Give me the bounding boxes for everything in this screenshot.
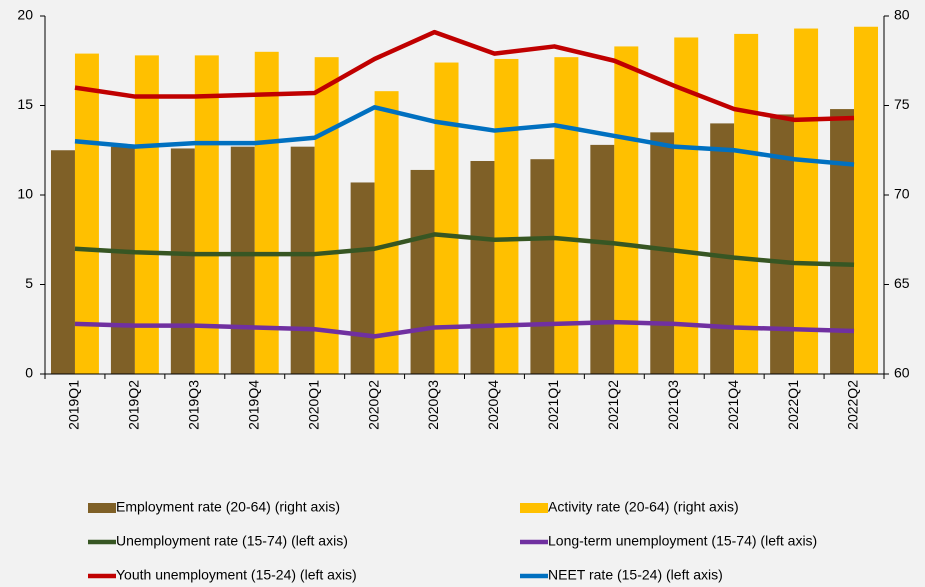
bar <box>470 160 495 374</box>
bar <box>74 53 99 375</box>
x-tick-label: 2021Q1 <box>545 380 561 430</box>
x-tick-label: 2019Q4 <box>245 380 261 430</box>
line-series <box>74 29 855 123</box>
x-tick-label: 2019Q3 <box>186 380 202 430</box>
x-tick-label: 2020Q3 <box>425 380 441 430</box>
bar <box>530 159 555 374</box>
y2-tick-label: 80 <box>894 7 910 23</box>
bar <box>494 58 519 375</box>
y-tick-label: 10 <box>17 186 33 202</box>
bar <box>374 91 399 375</box>
bar <box>194 55 219 374</box>
legend-swatch <box>88 503 116 513</box>
bar <box>434 62 459 374</box>
bar <box>290 146 315 374</box>
y2-tick-label: 75 <box>894 96 910 112</box>
line-series <box>74 319 855 339</box>
bar <box>650 132 675 374</box>
bar <box>830 109 855 374</box>
bar <box>590 144 615 374</box>
bar <box>134 55 159 374</box>
line-series <box>74 232 855 268</box>
x-tick-label: 2021Q3 <box>665 380 681 430</box>
bar <box>110 146 135 374</box>
x-tick-label: 2020Q2 <box>365 380 381 430</box>
bar <box>170 148 195 374</box>
bar <box>674 37 699 374</box>
bar <box>614 46 639 375</box>
y-tick-label: 20 <box>17 7 33 23</box>
legend-label: Activity rate (20-64) (right axis) <box>548 499 739 515</box>
bar <box>554 57 579 375</box>
bar <box>50 150 75 374</box>
y2-tick-label: 65 <box>894 275 910 291</box>
legend-label: Youth unemployment (15-24) (left axis) <box>116 567 357 583</box>
bar <box>794 28 819 375</box>
line-series <box>74 105 855 167</box>
bar <box>410 169 435 374</box>
x-tick-label: 2022Q1 <box>785 380 801 430</box>
bar <box>350 182 375 374</box>
bar <box>254 51 279 375</box>
y-tick-label: 0 <box>25 365 33 381</box>
y-tick-label: 5 <box>25 275 33 291</box>
x-tick-label: 2022Q2 <box>845 380 861 430</box>
bar <box>770 114 795 374</box>
x-tick-label: 2020Q4 <box>485 380 501 430</box>
x-tick-label: 2019Q1 <box>66 380 82 430</box>
bar <box>854 26 879 375</box>
x-tick-label: 2019Q2 <box>126 380 142 430</box>
bar <box>230 146 255 374</box>
y2-tick-label: 70 <box>894 186 910 202</box>
x-tick-label: 2021Q2 <box>605 380 621 430</box>
bar <box>314 57 339 375</box>
legend-swatch <box>520 503 548 513</box>
x-tick-label: 2020Q1 <box>305 380 321 430</box>
bar <box>734 33 759 375</box>
y-tick-label: 15 <box>17 96 33 112</box>
legend-label: Employment rate (20-64) (right axis) <box>116 499 340 515</box>
legend-label: Long-term unemployment (15-74) (left axi… <box>548 533 817 549</box>
legend-label: Unemployment rate (15-74) (left axis) <box>116 533 348 549</box>
bar <box>710 123 735 375</box>
x-tick-label: 2021Q4 <box>725 380 741 430</box>
legend-label: NEET rate (15-24) (left axis) <box>548 567 723 583</box>
y2-tick-label: 60 <box>894 365 910 381</box>
